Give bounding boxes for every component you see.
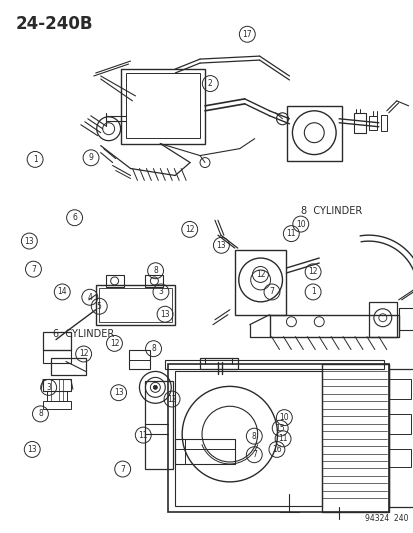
Text: 5: 5 (97, 302, 102, 311)
Bar (398, 308, 413, 330)
Bar (388, 414, 410, 434)
Bar (51, 358, 85, 375)
Bar (43, 401, 71, 409)
Bar (47, 391, 67, 401)
Text: 15: 15 (275, 424, 284, 433)
Bar (321, 365, 388, 512)
Text: 8: 8 (151, 344, 156, 353)
Text: 1: 1 (33, 155, 38, 164)
Text: 12: 12 (167, 394, 176, 403)
Bar (145, 275, 163, 287)
Text: 7: 7 (120, 465, 125, 473)
Text: 8  CYLINDER: 8 CYLINDER (300, 206, 361, 216)
Text: 12: 12 (79, 350, 88, 359)
Bar (145, 382, 173, 469)
Text: 12: 12 (255, 270, 265, 279)
Text: 13: 13 (160, 310, 169, 319)
Text: 17: 17 (242, 30, 252, 39)
Bar (168, 365, 388, 512)
Bar (95, 285, 175, 325)
Text: 13: 13 (114, 388, 123, 397)
Bar (105, 275, 123, 287)
Text: 10: 10 (279, 413, 288, 422)
Text: 3: 3 (46, 383, 51, 392)
Text: 8: 8 (251, 432, 256, 441)
Text: 3: 3 (158, 287, 163, 296)
Bar (368, 116, 376, 130)
Text: 8: 8 (153, 266, 158, 275)
Bar (368, 302, 396, 337)
Text: 2: 2 (207, 79, 212, 88)
Bar (388, 369, 413, 507)
Text: 14: 14 (57, 287, 67, 296)
Bar (388, 449, 410, 467)
Text: 11: 11 (286, 229, 295, 238)
Bar (128, 350, 150, 369)
Bar (175, 439, 234, 464)
Text: 7: 7 (31, 265, 36, 273)
Text: 1: 1 (310, 287, 315, 296)
Bar (175, 372, 321, 506)
Text: 13: 13 (24, 237, 34, 246)
Text: 12: 12 (109, 339, 119, 348)
Bar (353, 113, 365, 133)
Text: 16: 16 (271, 445, 281, 454)
Circle shape (153, 385, 157, 389)
Bar (43, 332, 71, 350)
Text: 13: 13 (27, 445, 37, 454)
Bar (199, 358, 237, 369)
Bar (43, 379, 71, 391)
Text: 11: 11 (278, 434, 287, 443)
Bar (98, 288, 172, 322)
Text: 7: 7 (251, 450, 256, 459)
Bar (234, 250, 286, 315)
Text: 9: 9 (88, 154, 93, 163)
Bar (125, 73, 199, 138)
Text: 11: 11 (138, 431, 148, 440)
Text: 6: 6 (72, 213, 77, 222)
Bar (287, 106, 341, 160)
Bar (43, 350, 71, 364)
Text: 7: 7 (269, 287, 274, 296)
Text: 10: 10 (295, 220, 305, 229)
Bar (269, 315, 398, 337)
Bar (380, 115, 386, 131)
Bar (388, 379, 410, 399)
Bar (165, 360, 383, 369)
Text: 94324  240: 94324 240 (364, 514, 408, 523)
Text: 13: 13 (216, 241, 225, 250)
Text: 12: 12 (308, 268, 317, 276)
Text: 4: 4 (87, 293, 92, 302)
Text: 6  CYLINDER: 6 CYLINDER (53, 329, 114, 340)
Text: 8: 8 (38, 409, 43, 418)
Bar (120, 69, 204, 144)
Text: 24-240B: 24-240B (15, 15, 93, 34)
Text: 12: 12 (185, 225, 194, 234)
